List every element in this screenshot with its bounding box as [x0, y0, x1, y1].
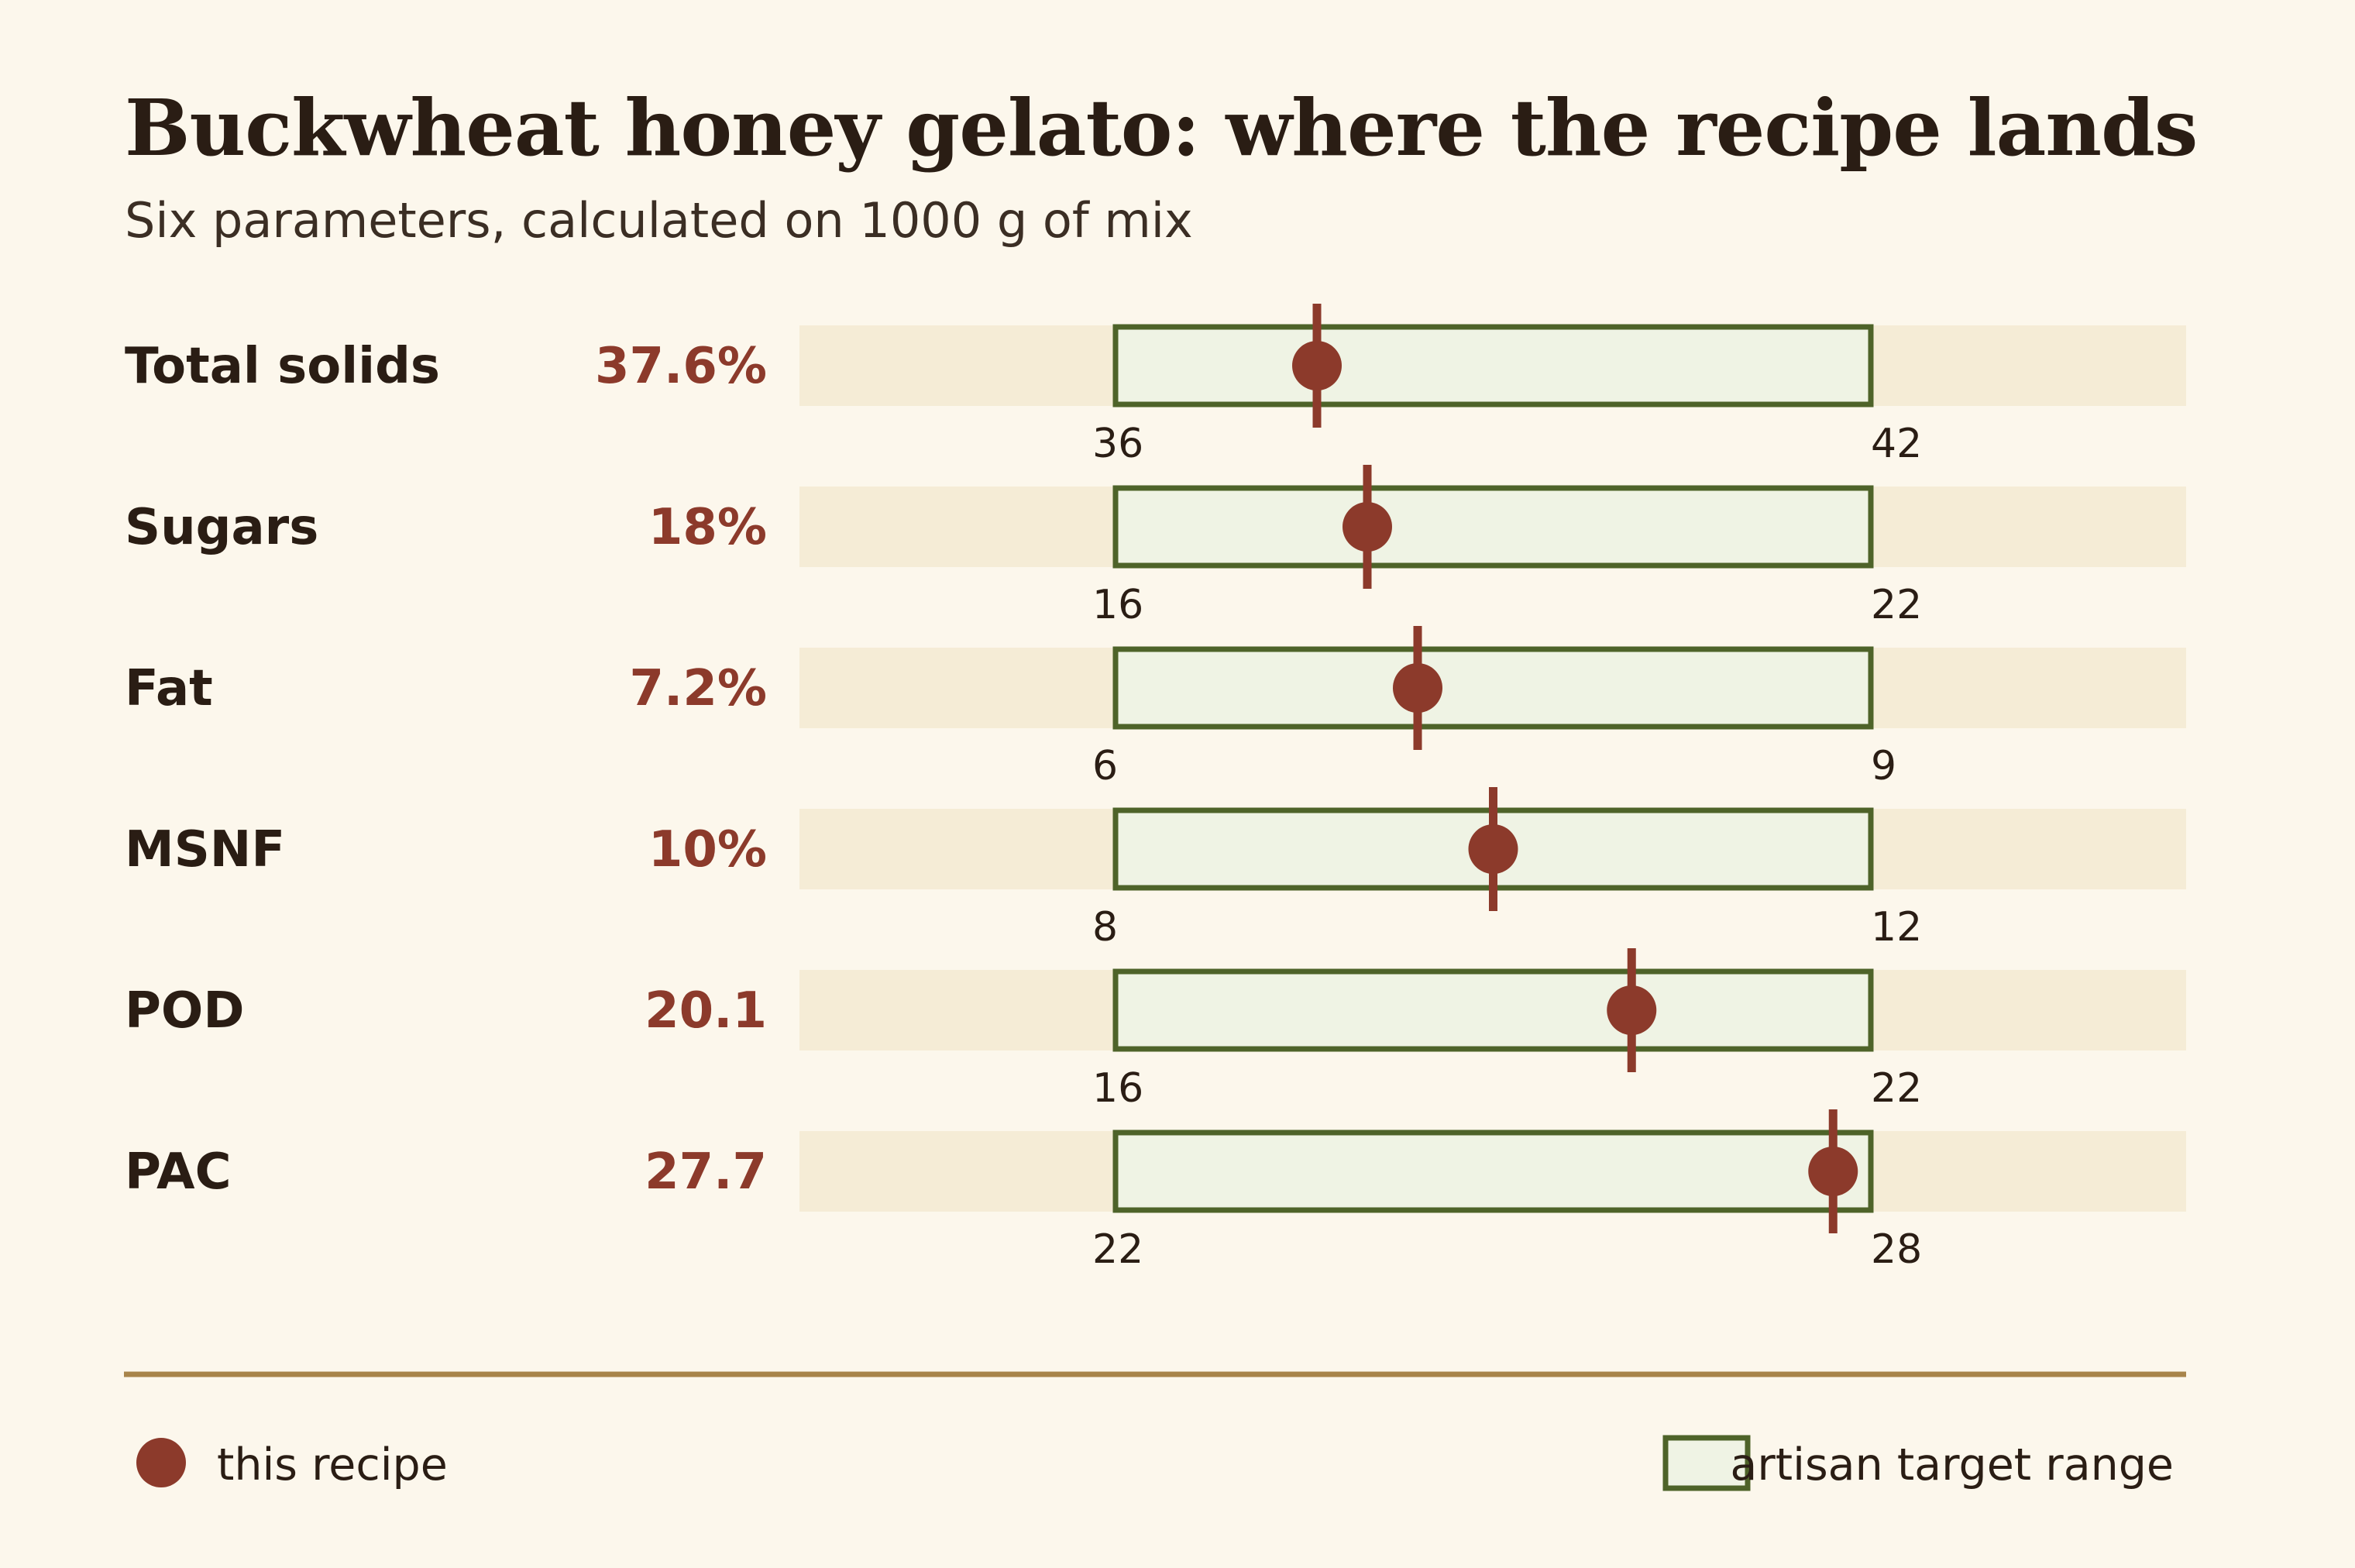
- recipe-marker-dot: [1808, 1147, 1858, 1196]
- target-range-box: [1112, 646, 1874, 730]
- row-label: POD: [125, 982, 244, 1040]
- recipe-marker-dot: [1607, 985, 1657, 1035]
- row-value: 18%: [648, 499, 767, 556]
- row-value: 27.7: [645, 1143, 767, 1201]
- chart-row: PAC 27.7 22 28: [125, 1109, 2186, 1273]
- chart-subtitle: Six parameters, calculated on 1000 g of …: [125, 192, 1193, 249]
- legend-range-swatch: [1662, 1435, 1751, 1491]
- range-max-label: 28: [1871, 1226, 1922, 1273]
- row-value: 10%: [648, 821, 767, 879]
- chart-rows: Total solids 37.6% 36 42 Sugars 18% 16 22 Fat 7.2…: [125, 304, 2186, 1273]
- target-range-box: [1112, 324, 1874, 407]
- range-min-label: 16: [1092, 582, 1143, 628]
- target-range-box: [1112, 485, 1874, 569]
- range-max-label: 42: [1871, 421, 1922, 467]
- recipe-marker-dot: [1292, 341, 1342, 390]
- target-range-box: [1112, 1130, 1874, 1213]
- row-label: Total solids: [125, 338, 440, 395]
- recipe-marker-dot: [1393, 663, 1442, 713]
- target-range-box: [1112, 968, 1874, 1052]
- row-value: 20.1: [645, 982, 767, 1040]
- chart-row: Sugars 18% 16 22: [125, 465, 2186, 628]
- row-value: 37.6%: [595, 338, 767, 395]
- row-label: PAC: [125, 1143, 232, 1201]
- chart-row: MSNF 10% 8 12: [125, 787, 2186, 951]
- range-min-label: 22: [1092, 1226, 1143, 1273]
- recipe-marker-dot: [1468, 824, 1518, 874]
- range-min-label: 6: [1092, 743, 1118, 789]
- range-max-label: 12: [1871, 904, 1922, 951]
- row-value: 7.2%: [630, 660, 768, 717]
- row-label: MSNF: [125, 821, 285, 879]
- chart-row: POD 20.1 16 22: [125, 948, 2186, 1112]
- recipe-marker-dot: [1343, 502, 1392, 552]
- legend: this recipe artisan target range: [136, 1435, 2174, 1491]
- range-min-label: 16: [1092, 1065, 1143, 1112]
- legend-range-label: artisan target range: [1730, 1439, 2174, 1491]
- legend-recipe-label: this recipe: [217, 1439, 448, 1491]
- chart-row: Fat 7.2% 6 9: [125, 626, 2186, 789]
- chart-row: Total solids 37.6% 36 42: [125, 304, 2186, 467]
- range-max-label: 22: [1871, 1065, 1922, 1112]
- legend-recipe-marker: [136, 1438, 186, 1487]
- range-max-label: 9: [1871, 743, 1896, 789]
- row-label: Fat: [125, 660, 213, 717]
- row-label: Sugars: [125, 499, 318, 556]
- range-min-label: 8: [1092, 904, 1118, 951]
- chart-title: Buckwheat honey gelato: where the recipe…: [125, 82, 2198, 174]
- range-min-label: 36: [1092, 421, 1143, 467]
- range-max-label: 22: [1871, 582, 1922, 628]
